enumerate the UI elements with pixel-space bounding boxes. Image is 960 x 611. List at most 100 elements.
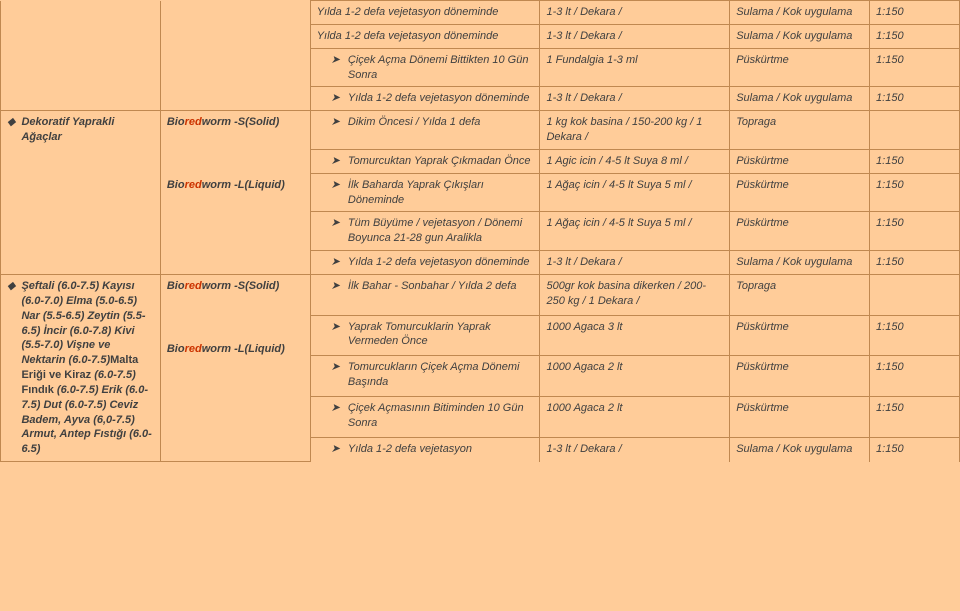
cell-timing: Yılda 1-2 defa vejetasyon döneminde — [310, 1, 540, 25]
cell-method: Püskürtme — [730, 396, 870, 437]
cell-ratio: 1:150 — [870, 356, 960, 397]
cell-dose: 1-3 lt / Dekara / — [540, 24, 730, 48]
bullet-arrow-icon: ➤ — [317, 360, 348, 375]
cell-method: Püskürtme — [730, 356, 870, 397]
cell-ratio — [870, 111, 960, 150]
cell-timing: ➤ Yaprak Tomurcuklarin Yaprak Vermeden Ö… — [310, 315, 540, 356]
cell-timing: ➤ Tomurcuktan Yaprak Çıkmadan Önce — [310, 149, 540, 173]
cell-timing: ➤ Tomurcukların Çiçek Açma Dönemi Başınd… — [310, 356, 540, 397]
category-text: Dekoratif Yaprakli Ağaçlar — [21, 115, 153, 145]
cell-ratio: 1:150 — [870, 396, 960, 437]
cell-dose: 1 Agic icin / 4-5 lt Suya 8 ml / — [540, 149, 730, 173]
bullet-row: ➤ Yaprak Tomurcuklarin Yaprak Vermeden Ö… — [317, 320, 534, 350]
bullet-row: ➤ Dikim Öncesi / Yılda 1 defa — [317, 115, 534, 130]
cell-timing: ➤ Yılda 1-2 defa vejetasyon — [310, 437, 540, 462]
diamond-icon: ◆ — [7, 115, 21, 130]
cell-ratio: 1:150 — [870, 315, 960, 356]
cell-method: Sulama / Kok uygulama — [730, 24, 870, 48]
bullet-row: ➤ İlk Bahar - Sonbahar / Yılda 2 defa — [317, 279, 534, 294]
cell-dose: 1 Ağaç icin / 4-5 lt Suya 5 ml / — [540, 173, 730, 212]
cell-method: Püskürtme — [730, 212, 870, 251]
cell-ratio: 1:150 — [870, 173, 960, 212]
cell-dose: 1 kg kok basina / 150-200 kg / 1 Dekara … — [540, 111, 730, 150]
cell-category — [1, 1, 161, 25]
cell-category: ◆ Şeftali (6.0-7.5) Kayısı (6.0-7.0) Elm… — [1, 274, 161, 461]
cell-method: Püskürtme — [730, 315, 870, 356]
bullet-text: Yılda 1-2 defa vejetasyon — [348, 442, 534, 457]
bullet-arrow-icon: ➤ — [317, 178, 348, 193]
cell-timing: Yılda 1-2 defa vejetasyon döneminde — [310, 24, 540, 48]
cell-method: Topraga — [730, 274, 870, 315]
cell-method: Sulama / Kok uygulama — [730, 437, 870, 462]
cell-timing: ➤ Dikim Öncesi / Yılda 1 defa — [310, 111, 540, 150]
category-text: Şeftali (6.0-7.5) Kayısı (6.0-7.0) Elma … — [21, 279, 153, 457]
bullet-text: Tüm Büyüme / vejetasyon / Dönemi Boyunca… — [348, 216, 534, 246]
cell-dose: 1000 Agaca 2 lt — [540, 396, 730, 437]
bullet-text: Yaprak Tomurcuklarin Yaprak Vermeden Önc… — [348, 320, 534, 350]
bullet-row: ➤ Çiçek Açma Dönemi Bittikten 10 Gün Son… — [317, 53, 534, 83]
cell-ratio: 1:150 — [870, 48, 960, 87]
cell-method: Sulama / Kok uygulama — [730, 1, 870, 25]
cell-dose: 1-3 lt / Dekara / — [540, 251, 730, 275]
product-liquid: Bioredworm -L(Liquid) — [167, 178, 304, 193]
cell-method: Püskürtme — [730, 173, 870, 212]
cell-timing: ➤ Çiçek Açma Dönemi Bittikten 10 Gün Son… — [310, 48, 540, 87]
bullet-arrow-icon: ➤ — [317, 91, 348, 106]
bullet-text: Tomurcukların Çiçek Açma Dönemi Başında — [348, 360, 534, 390]
cell-dose: 1 Ağaç icin / 4-5 lt Suya 5 ml / — [540, 212, 730, 251]
cell-timing: ➤ İlk Bahar - Sonbahar / Yılda 2 defa — [310, 274, 540, 315]
cell-ratio: 1:150 — [870, 251, 960, 275]
bullet-arrow-icon: ➤ — [317, 216, 348, 231]
bullet-arrow-icon: ➤ — [317, 53, 348, 68]
cell-ratio: 1:150 — [870, 212, 960, 251]
bullet-row: ➤ Çiçek Açmasının Bitiminden 10 Gün Sonr… — [317, 401, 534, 431]
bullet-text: Dikim Öncesi / Yılda 1 defa — [348, 115, 534, 130]
bullet-arrow-icon: ➤ — [317, 320, 348, 335]
cell-dose: 1 Fundalgia 1-3 ml — [540, 48, 730, 87]
cell-ratio: 1:150 — [870, 87, 960, 111]
cell-dose: 500gr kok basina dikerken / 200-250 kg /… — [540, 274, 730, 315]
cell-dose: 1-3 lt / Dekara / — [540, 1, 730, 25]
bullet-arrow-icon: ➤ — [317, 442, 348, 457]
cell-dose: 1-3 lt / Dekara / — [540, 437, 730, 462]
bullet-row: ➤ Tüm Büyüme / vejetasyon / Dönemi Boyun… — [317, 216, 534, 246]
bullet-arrow-icon: ➤ — [317, 279, 348, 294]
bullet-arrow-icon: ➤ — [317, 255, 348, 270]
cell-text: Yılda 1-2 defa vejetasyon döneminde — [317, 6, 499, 18]
bullet-text: Yılda 1-2 defa vejetasyon döneminde — [348, 255, 534, 270]
bullet-text: Yılda 1-2 defa vejetasyon döneminde — [348, 91, 534, 106]
cell-product: Bioredworm -S(Solid) Bioredworm -L(Liqui… — [160, 274, 310, 461]
bullet-arrow-icon: ➤ — [317, 115, 348, 130]
diamond-icon: ◆ — [7, 279, 21, 294]
cell-text: Yılda 1-2 defa vejetasyon döneminde — [317, 30, 499, 42]
cell-timing: ➤ İlk Baharda Yaprak Çıkışları Döneminde — [310, 173, 540, 212]
bullet-text: İlk Bahar - Sonbahar / Yılda 2 defa — [348, 279, 534, 294]
cell-timing: ➤ Çiçek Açmasının Bitiminden 10 Gün Sonr… — [310, 396, 540, 437]
cell-product — [160, 87, 310, 111]
product-solid: Bioredworm -S(Solid) — [167, 115, 304, 130]
cell-ratio: 1:150 — [870, 24, 960, 48]
bullet-row: ➤ Tomurcukların Çiçek Açma Dönemi Başınd… — [317, 360, 534, 390]
cell-product — [160, 24, 310, 48]
cell-dose: 1000 Agaca 2 lt — [540, 356, 730, 397]
cell-product — [160, 48, 310, 87]
cell-ratio: 1:150 — [870, 437, 960, 462]
cell-dose: 1000 Agaca 3 lt — [540, 315, 730, 356]
cell-ratio: 1:150 — [870, 1, 960, 25]
bullet-row: ➤ Tomurcuktan Yaprak Çıkmadan Önce — [317, 154, 534, 169]
bullet-row: ➤ Yılda 1-2 defa vejetasyon döneminde — [317, 255, 534, 270]
product-liquid: Bioredworm -L(Liquid) — [167, 342, 304, 357]
cell-ratio: 1:150 — [870, 149, 960, 173]
bullet-row: ➤ İlk Baharda Yaprak Çıkışları Döneminde — [317, 178, 534, 208]
cell-timing: ➤ Tüm Büyüme / vejetasyon / Dönemi Boyun… — [310, 212, 540, 251]
bullet-arrow-icon: ➤ — [317, 154, 348, 169]
cell-ratio — [870, 274, 960, 315]
bullet-text: Çiçek Açma Dönemi Bittikten 10 Gün Sonra — [348, 53, 534, 83]
bullet-row: ➤ Yılda 1-2 defa vejetasyon — [317, 442, 534, 457]
bullet-text: Tomurcuktan Yaprak Çıkmadan Önce — [348, 154, 534, 169]
cell-method: Topraga — [730, 111, 870, 150]
bullet-text: Çiçek Açmasının Bitiminden 10 Gün Sonra — [348, 401, 534, 431]
schedule-table: Yılda 1-2 defa vejetasyon döneminde 1-3 … — [0, 0, 960, 462]
cell-timing: ➤ Yılda 1-2 defa vejetasyon döneminde — [310, 87, 540, 111]
cell-dose: 1-3 lt / Dekara / — [540, 87, 730, 111]
